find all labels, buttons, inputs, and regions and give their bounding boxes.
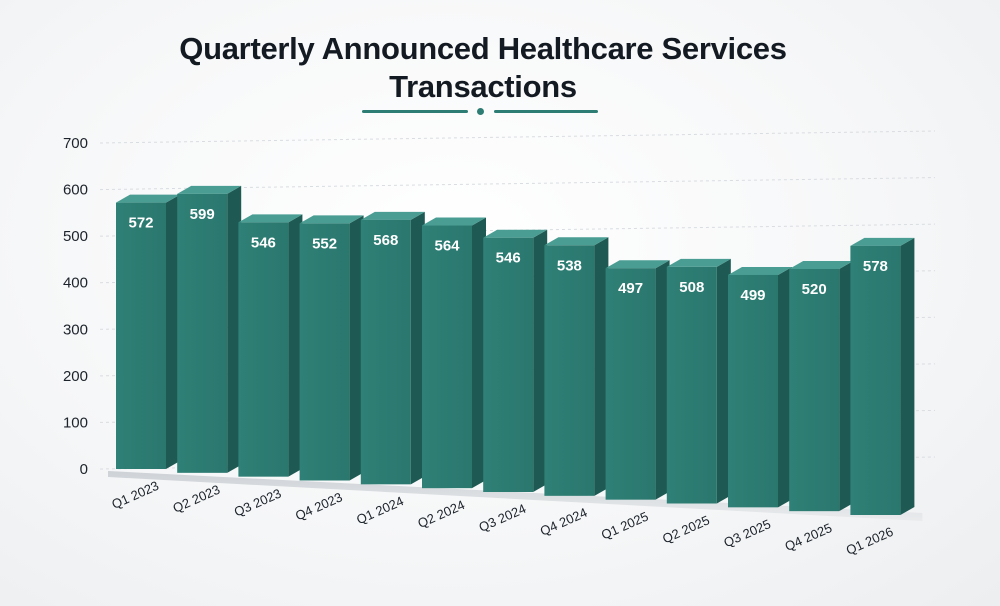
bar-side xyxy=(655,260,670,500)
bar-value-label: 572 xyxy=(128,215,153,232)
bar-top xyxy=(177,185,242,194)
bar-side xyxy=(900,237,915,516)
chart-title-line-1: Quarterly Announced Healthcare Services xyxy=(179,31,787,66)
bar-front xyxy=(299,223,350,481)
bar: 497 xyxy=(605,260,670,500)
bar-top xyxy=(483,229,548,238)
divider-dot xyxy=(477,108,484,115)
divider-line-right xyxy=(494,110,598,113)
bar-top xyxy=(238,214,303,223)
bar: 564 xyxy=(422,217,486,489)
bar-side xyxy=(410,211,425,485)
bar-top xyxy=(728,266,792,275)
bar: 578 xyxy=(850,237,915,516)
bar-side xyxy=(472,217,486,489)
y-tick-label: 300 xyxy=(63,321,88,338)
chart-title: Quarterly Announced Healthcare Services … xyxy=(0,30,966,106)
bar-front xyxy=(789,269,840,512)
bar-front xyxy=(483,237,534,492)
bars-layer: 572 599 546 552 568 564 546 538 497 508 499 520 578 xyxy=(116,185,915,516)
bar-front xyxy=(850,245,901,516)
bar-top xyxy=(422,217,486,226)
bar: 499 xyxy=(728,266,792,508)
bar-top xyxy=(850,237,915,246)
bar-side xyxy=(778,266,792,508)
y-tick-label: 500 xyxy=(63,228,88,245)
bar-value-label: 508 xyxy=(679,279,704,296)
bar-side xyxy=(533,229,548,493)
y-tick-label: 0 xyxy=(80,461,88,478)
bar-front xyxy=(422,225,472,489)
y-tick-label: 400 xyxy=(63,275,88,292)
bar-top xyxy=(360,211,425,220)
bar-value-label: 497 xyxy=(618,280,643,297)
bar: 546 xyxy=(238,214,303,477)
x-tick-label: Q3 2023 xyxy=(232,486,284,520)
title-divider xyxy=(362,108,602,116)
y-tick-label: 100 xyxy=(63,414,88,431)
gridline xyxy=(99,130,936,144)
x-tick-label: Q3 2025 xyxy=(721,516,773,550)
bar: 508 xyxy=(666,258,731,504)
bar-side xyxy=(839,261,854,512)
bar: 572 xyxy=(116,194,180,469)
bar-top xyxy=(544,237,609,246)
bar-top xyxy=(666,258,731,267)
x-tick-label: Q4 2025 xyxy=(783,520,835,554)
bar-value-label: 546 xyxy=(496,250,521,267)
floor-layer xyxy=(108,471,923,521)
bar-top xyxy=(605,260,670,269)
x-tick-label: Q2 2023 xyxy=(171,482,223,516)
bar-value-label: 564 xyxy=(434,238,460,255)
bar: 599 xyxy=(177,185,242,473)
bar-front xyxy=(238,222,289,477)
bar-front xyxy=(177,193,228,473)
bar-value-label: 546 xyxy=(251,234,276,251)
x-tick-label: Q1 2026 xyxy=(844,524,896,558)
bar-front xyxy=(666,266,717,504)
bar-side xyxy=(227,185,242,473)
bar-top xyxy=(789,261,854,270)
chart-title-line-2: Transactions xyxy=(389,69,577,104)
y-tick-label: 700 xyxy=(63,135,88,152)
bar-top xyxy=(116,194,180,203)
bar-front xyxy=(544,245,595,496)
bar-side xyxy=(288,214,303,477)
bar: 546 xyxy=(483,229,548,493)
chart-floor xyxy=(108,471,923,521)
x-tick-label: Q2 2025 xyxy=(660,512,712,546)
bar-value-label: 599 xyxy=(190,206,215,223)
bar-top xyxy=(299,215,364,224)
y-axis: 0 100 200 300 400 500 600 700 xyxy=(63,135,88,478)
divider-line-left xyxy=(362,110,468,113)
x-tick-label: Q1 2024 xyxy=(354,493,406,527)
x-tick-label: Q4 2023 xyxy=(293,489,345,523)
x-tick-label: Q1 2025 xyxy=(599,509,651,543)
x-tick-label: Q1 2023 xyxy=(109,478,161,512)
x-tick-label: Q2 2024 xyxy=(415,497,467,531)
x-tick-label: Q4 2024 xyxy=(538,505,590,539)
bar: 552 xyxy=(299,215,364,481)
bar: 568 xyxy=(360,211,425,485)
bar-side xyxy=(716,258,731,504)
bar-value-label: 578 xyxy=(863,258,888,275)
x-tick-label: Q3 2024 xyxy=(477,501,529,535)
y-tick-label: 600 xyxy=(63,182,88,199)
y-tick-label: 200 xyxy=(63,368,88,385)
bar-value-label: 538 xyxy=(557,257,582,274)
bar-front xyxy=(728,274,778,508)
bar: 538 xyxy=(544,237,609,496)
bar-value-label: 552 xyxy=(312,235,337,252)
bar-value-label: 499 xyxy=(740,287,765,304)
bar-front xyxy=(116,202,166,469)
bar-value-label: 568 xyxy=(373,232,398,249)
bar-value-label: 520 xyxy=(802,281,827,298)
bar-side xyxy=(594,237,609,496)
bar-side xyxy=(166,194,180,469)
bar-front xyxy=(360,219,411,485)
bar: 520 xyxy=(789,261,854,512)
bar-front xyxy=(605,268,656,500)
bar-side xyxy=(349,215,364,481)
